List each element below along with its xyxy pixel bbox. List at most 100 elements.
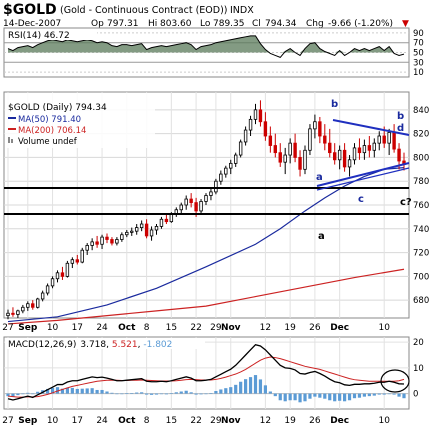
candle-body: [243, 129, 248, 143]
candle: [85, 243, 89, 255]
date-tick-label: 17: [72, 323, 83, 333]
macd-histogram-bar: [357, 393, 362, 398]
candle-body: [253, 109, 258, 120]
macd-histogram-bar: [273, 393, 277, 397]
candle-body: [149, 229, 154, 237]
candle: [164, 214, 169, 225]
candle: [36, 297, 40, 309]
candle-body: [75, 259, 79, 263]
candle: [130, 227, 134, 236]
date-axis-bottom: 27 Sep 10 17 24 Oct 8 15 22 29 Nov 12 19 26 Dec 10: [2, 416, 390, 426]
close-value: 794.34: [265, 19, 297, 29]
macd-histogram-bar: [11, 393, 15, 397]
candle: [342, 143, 347, 172]
candle: [26, 301, 30, 311]
candle-body: [248, 118, 253, 131]
candle-body: [293, 142, 297, 158]
candle: [95, 235, 99, 248]
price-tick-label: 720: [413, 249, 429, 259]
candle-body: [332, 152, 337, 161]
macd-histogram-bar: [31, 393, 35, 395]
candle: [352, 143, 357, 165]
volume-legend-swatch: [8, 137, 10, 143]
candle-body: [110, 239, 114, 244]
candle: [139, 220, 144, 232]
macd-histogram-bar: [347, 393, 352, 401]
macd-histogram-bar: [253, 375, 258, 394]
change-value: -9.66 (-1.20%): [328, 19, 393, 29]
candle: [367, 136, 372, 158]
candle-body: [100, 236, 104, 245]
macd-histogram-bar: [219, 389, 223, 394]
candle-body: [194, 202, 198, 212]
macd-histogram-bar: [154, 393, 159, 395]
date-tick-label: 27: [2, 323, 13, 333]
macd-histogram-bar: [328, 393, 332, 401]
candle-body: [397, 148, 401, 162]
macd-label: MACD(12,26,9) 3.718, 5.521, -1.802: [8, 340, 172, 350]
quote-date: 14-Dec-2007: [3, 19, 61, 29]
macd-histogram-bar: [60, 388, 65, 394]
candle-body: [105, 236, 109, 240]
candle: [40, 290, 45, 302]
macd-signal-value: 5.521: [112, 340, 138, 350]
date-tick-label: 26: [309, 416, 321, 426]
macd-label-prefix: MACD(12,26,9): [8, 340, 76, 350]
macd-histogram-bar: [204, 393, 208, 395]
candle: [110, 237, 114, 246]
candle: [55, 270, 60, 283]
price-panel-title: $GOLD (Daily) 794.34: [8, 103, 107, 113]
macd-ticks: 20 10 0: [413, 338, 424, 399]
candle-body: [392, 132, 396, 150]
low-value: 789.35: [213, 19, 245, 29]
price-ticks: 840 820 800 780 760 740 720 700 680: [413, 106, 429, 306]
date-tick-label: 19: [284, 416, 296, 426]
wave-label-c-question: c?: [400, 197, 412, 208]
candle-body: [134, 227, 139, 232]
macd-histogram-bar: [214, 391, 218, 394]
ma50-legend-text: MA(50) 791.40: [18, 115, 81, 125]
macd-histogram-bar: [323, 393, 327, 399]
candle: [337, 145, 342, 170]
macd-histogram-bar: [184, 390, 188, 394]
macd-histogram-bar: [209, 393, 213, 394]
macd-histogram-bar: [145, 393, 149, 395]
candle: [209, 188, 213, 201]
date-tick-label: 8: [144, 323, 150, 333]
candle: [100, 234, 104, 250]
candle-body: [328, 142, 332, 154]
macd-histogram-bar: [234, 384, 238, 394]
candle: [105, 233, 109, 244]
candle-body: [95, 241, 99, 245]
candle-body: [233, 154, 238, 164]
macd-histogram-bar: [65, 387, 69, 394]
wave-label-b-right: b: [397, 111, 404, 122]
candle-body: [258, 109, 263, 123]
open-value: 797.31: [107, 19, 139, 29]
candle: [159, 216, 164, 229]
macd-histogram-bar: [377, 393, 381, 395]
wave-label-d-right: d: [397, 123, 404, 134]
date-tick-label: 19: [284, 323, 296, 333]
date-tick-label: Nov: [221, 416, 241, 426]
candle-body: [283, 154, 287, 163]
candle: [60, 266, 65, 280]
candle-body: [36, 298, 40, 308]
candle: [293, 133, 297, 163]
candle-body: [139, 223, 144, 229]
candle-body: [357, 147, 362, 154]
candle: [90, 238, 94, 251]
macd-hist-value: -1.802: [143, 340, 172, 350]
candle-body: [268, 135, 273, 146]
date-tick-label: 26: [309, 323, 321, 333]
candle-body: [308, 128, 312, 151]
macd-histogram-bar: [46, 388, 50, 394]
candle: [313, 114, 317, 139]
wedge-lower-trendline-2: [316, 167, 410, 191]
candle-body: [169, 214, 174, 223]
macd-histogram-bar: [130, 393, 134, 394]
candle-body: [16, 310, 20, 315]
candle: [273, 133, 277, 158]
macd-histogram-bar: [303, 393, 307, 402]
candle-body: [125, 231, 129, 236]
